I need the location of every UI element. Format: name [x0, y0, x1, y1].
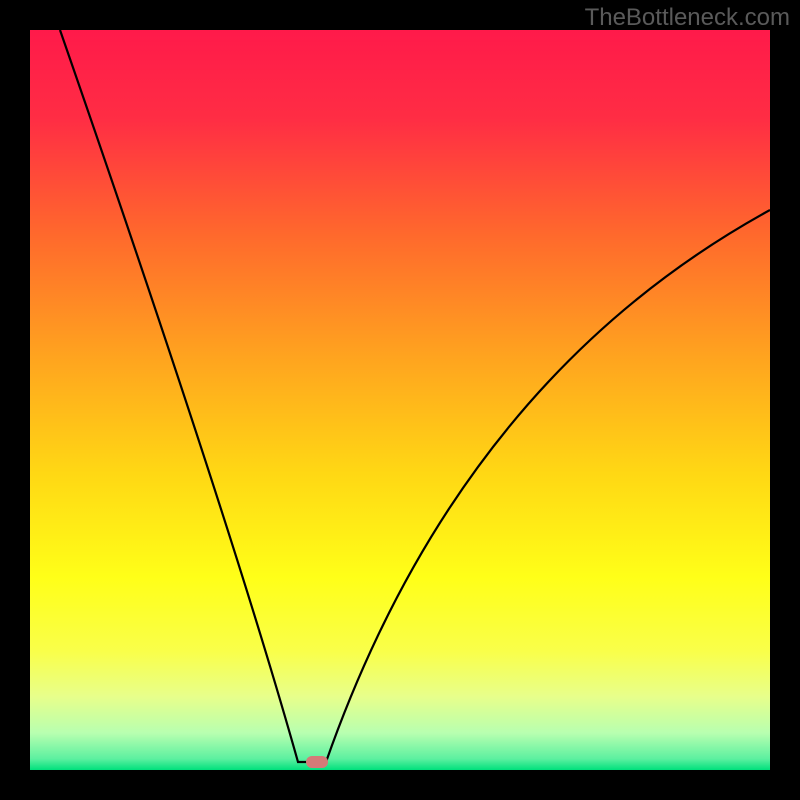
watermark-text: TheBottleneck.com	[585, 4, 790, 32]
min-marker	[306, 756, 328, 768]
plot-area	[30, 30, 770, 770]
chart-frame: TheBottleneck.com	[0, 0, 800, 800]
bottleneck-chart	[0, 0, 800, 800]
